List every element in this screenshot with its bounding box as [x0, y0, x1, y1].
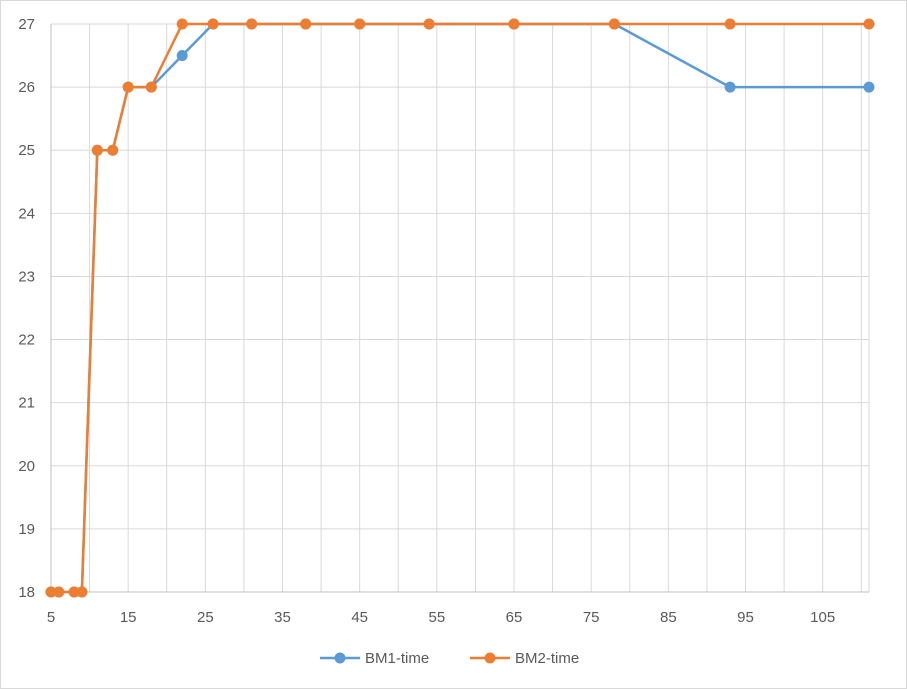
y-tick-label: 19: [18, 521, 35, 538]
x-tick-label: 15: [120, 609, 137, 626]
legend-entry: BM2-time: [470, 650, 579, 667]
series-line: [51, 22, 869, 594]
x-tick-label: 95: [737, 609, 754, 626]
data-point: [724, 81, 736, 93]
y-tick-label: 22: [18, 332, 35, 349]
data-point: [145, 81, 157, 93]
y-tick-label: 27: [18, 16, 35, 33]
data-point: [176, 50, 188, 62]
data-point: [68, 586, 80, 598]
data-point: [724, 18, 736, 30]
x-tick-label: 105: [810, 609, 835, 626]
legend-entry: BM1-time: [320, 650, 429, 667]
x-tick-label: 75: [583, 609, 600, 626]
series-layer: [45, 18, 875, 598]
data-point: [91, 144, 103, 156]
y-tick-label: 21: [18, 395, 35, 412]
data-point: [246, 18, 258, 30]
x-tick-label: 45: [351, 609, 368, 626]
data-point: [608, 18, 620, 30]
x-tick-label: 5: [47, 609, 55, 626]
x-tick-label: 35: [274, 609, 291, 626]
y-tick-label: 20: [18, 458, 35, 475]
data-point: [122, 81, 134, 93]
legend-label: BM1-time: [365, 650, 429, 667]
data-point: [45, 586, 57, 598]
x-tick-label: 65: [506, 609, 523, 626]
data-point: [107, 144, 119, 156]
data-point: [76, 586, 88, 598]
data-point: [863, 18, 875, 30]
legend-marker: [334, 652, 346, 664]
x-tick-label: 25: [197, 609, 214, 626]
data-point: [423, 18, 435, 30]
axes: 5 15 25 35 45 55 65 75 85 95 105 18 19 20 21 22 23 24 25 26…: [18, 16, 869, 626]
legend: BM1-time BM2-time: [320, 650, 579, 667]
series-bm1-time: [45, 18, 875, 598]
data-point: [207, 18, 219, 30]
data-point: [53, 586, 65, 598]
legend-label: BM2-time: [515, 650, 579, 667]
series-line: [51, 22, 869, 594]
series-bm2-time: [45, 18, 875, 598]
y-tick-label: 18: [18, 584, 35, 601]
y-tick-label: 24: [18, 205, 35, 222]
y-tick-label: 26: [18, 79, 35, 96]
grid: [50, 23, 870, 593]
data-point: [354, 18, 366, 30]
x-tick-label: 85: [660, 609, 677, 626]
data-point: [176, 18, 188, 30]
y-tick-label: 23: [18, 268, 35, 285]
data-point: [508, 18, 520, 30]
data-point: [863, 81, 875, 93]
data-point: [300, 18, 312, 30]
x-tick-label: 55: [429, 609, 446, 626]
legend-marker: [484, 652, 496, 664]
y-tick-label: 25: [18, 142, 35, 159]
